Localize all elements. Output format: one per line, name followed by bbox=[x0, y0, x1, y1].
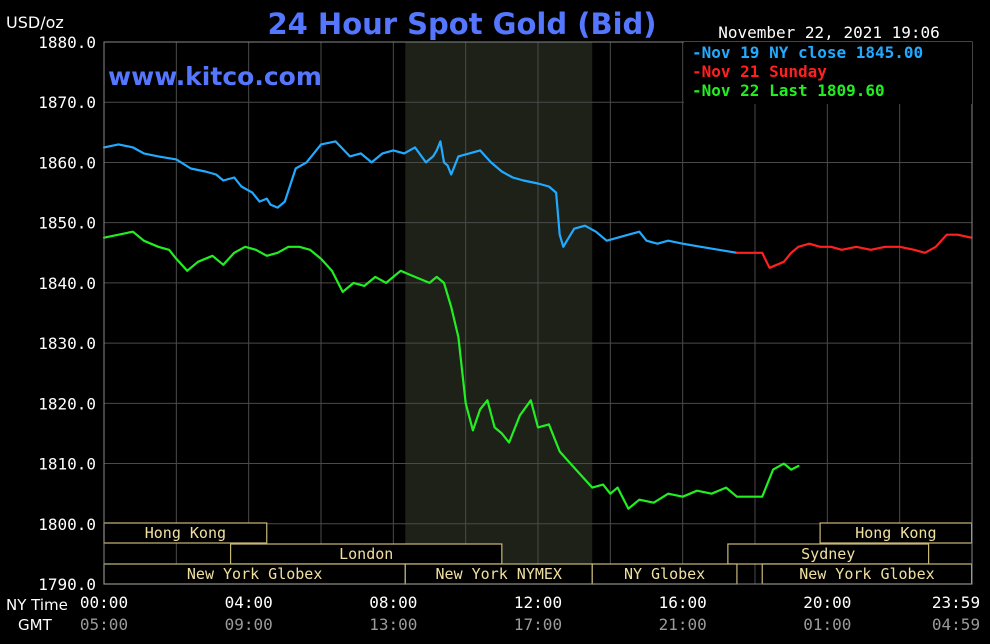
session-bar: Hong Kong bbox=[819, 522, 973, 544]
session-bar: New York Globex bbox=[103, 563, 406, 585]
y-tick-label: 1810.0 bbox=[38, 455, 96, 474]
session-label: NY Globex bbox=[624, 565, 705, 583]
y-tick-label: 1840.0 bbox=[38, 274, 96, 293]
x-tick-label-ny: 12:00 bbox=[514, 593, 562, 612]
chart-title: 24 Hour Spot Gold (Bid) bbox=[267, 7, 656, 41]
session-label: New York Globex bbox=[187, 565, 322, 583]
x-tick-label-gmt: 13:00 bbox=[369, 615, 417, 634]
axes: 1880.0 1870.0 1860.0 1850.0 1840.0 1830.0 1820… bbox=[6, 33, 980, 634]
y-tick-label: 1820.0 bbox=[38, 394, 96, 413]
y-tick-label: 1880.0 bbox=[38, 33, 96, 52]
y-tick-label: 1870.0 bbox=[38, 93, 96, 112]
session-label: Hong Kong bbox=[145, 524, 226, 542]
session-bar: New York Globex bbox=[761, 563, 973, 585]
series-layer bbox=[102, 140, 973, 510]
watermark: www.kitco.com bbox=[108, 62, 322, 91]
session-bar: Sydney bbox=[727, 543, 930, 565]
x-tick-label-gmt: 05:00 bbox=[80, 615, 128, 634]
x-tick-label-ny: 20:00 bbox=[803, 593, 851, 612]
x-tick-label-gmt: 21:00 bbox=[659, 615, 707, 634]
legend-box bbox=[684, 42, 972, 104]
series-line-2 bbox=[102, 230, 800, 510]
session-label: Sydney bbox=[801, 545, 855, 563]
y-tick-label: 1800.0 bbox=[38, 515, 96, 534]
y-tick-label: 1830.0 bbox=[38, 334, 96, 353]
session-bar: London bbox=[229, 543, 503, 565]
legend-entry: -Nov 22 Last 1809.60 bbox=[692, 81, 885, 100]
session-label: London bbox=[339, 545, 393, 563]
x-tick-label-ny: 16:00 bbox=[659, 593, 707, 612]
series-line-0 bbox=[102, 140, 739, 254]
x-tick-label-gmt: 17:00 bbox=[514, 615, 562, 634]
session-label: New York NYMEX bbox=[436, 565, 562, 583]
x-tick-label-gmt: 09:00 bbox=[225, 615, 273, 634]
legend: -Nov 19 NY close 1845.00-Nov 21 Sunday-N… bbox=[684, 42, 972, 104]
x-tick-label-gmt: 04:59 bbox=[932, 615, 980, 634]
session-label: New York Globex bbox=[799, 565, 934, 583]
session-bar: New York NYMEX bbox=[404, 563, 593, 585]
x-tick-label-ny: 23:59 bbox=[932, 593, 980, 612]
x-row-label-gmt: GMT bbox=[18, 616, 53, 634]
legend-entry: -Nov 19 NY close 1845.00 bbox=[692, 43, 923, 62]
x-tick-label-ny: 00:00 bbox=[80, 593, 128, 612]
session-bar: NY Globex bbox=[591, 563, 738, 585]
y-tick-label: 1850.0 bbox=[38, 214, 96, 233]
x-tick-label-ny: 04:00 bbox=[225, 593, 273, 612]
series-line-1 bbox=[735, 233, 973, 269]
y-tick-label: 1790.0 bbox=[38, 575, 96, 594]
session-bars: Hong Kong Hong Kong London Sydney New York G… bbox=[103, 522, 973, 585]
x-row-label-ny: NY Time bbox=[6, 596, 68, 614]
x-tick-label-ny: 08:00 bbox=[369, 593, 417, 612]
session-label: Hong Kong bbox=[855, 524, 936, 542]
timestamp: November 22, 2021 19:06 bbox=[718, 23, 940, 42]
legend-entry: -Nov 21 Sunday bbox=[692, 62, 827, 81]
shaded-session bbox=[405, 42, 593, 584]
session-bar: Hong Kong bbox=[103, 522, 268, 544]
unit-label: USD/oz bbox=[6, 13, 64, 32]
x-tick-label-gmt: 01:00 bbox=[803, 615, 851, 634]
plot-frame bbox=[103, 41, 973, 585]
y-tick-label: 1860.0 bbox=[38, 153, 96, 172]
